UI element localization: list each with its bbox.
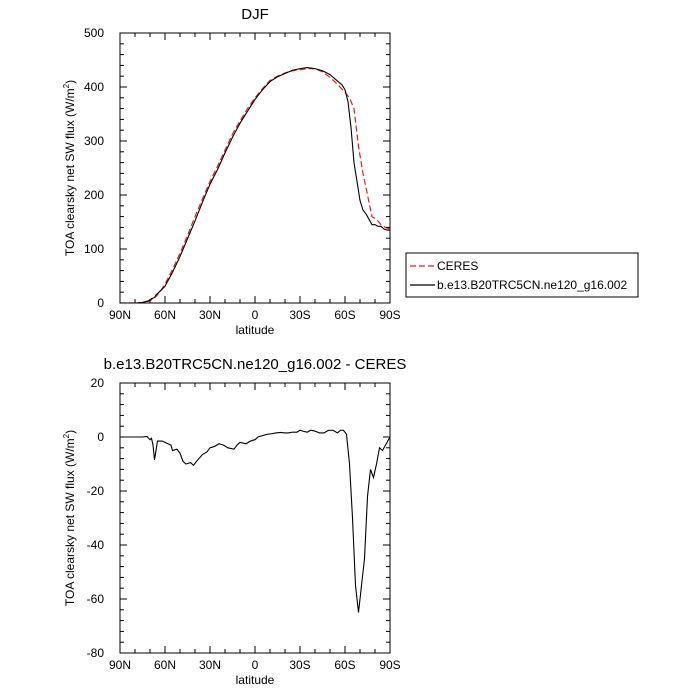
y-axis-label: TOA clearsky net SW flux (W/m2) <box>62 80 77 256</box>
x-tick-label: 90N <box>109 308 131 322</box>
panel-2: 90N 60N 30N 0 30S 60S 90S -80 -60 -40 -20 0 20 b.e13.… <box>62 356 406 687</box>
legend-box <box>405 252 639 298</box>
chart-title: b.e13.B20TRC5CN.ne120_g16.002 - CERES <box>104 356 407 373</box>
x-tick-label: 0 <box>252 308 259 322</box>
x-tick-label: 30N <box>199 658 221 672</box>
x-tick-label: 90S <box>379 308 400 322</box>
y-tick-label: 300 <box>84 134 104 148</box>
x-tick-label: 60S <box>334 308 355 322</box>
series-line-b-e13-b20trc5cn-ne120-g16-002 <box>120 67 390 303</box>
y-tick-label: 200 <box>84 188 104 202</box>
y-tick-label: 400 <box>84 80 104 94</box>
legend: CERES b.e13.B20TRC5CN.ne120_g16.002 <box>405 252 639 298</box>
y-tick-label: 500 <box>84 26 104 40</box>
x-tick-label: 0 <box>252 658 259 672</box>
x-tick-label: 90S <box>379 658 400 672</box>
x-tick-label: 30S <box>289 658 310 672</box>
y-axis-label: TOA clearsky net SW flux (W/m2) <box>62 430 77 606</box>
x-tick-label: 60N <box>154 308 176 322</box>
legend-entry: CERES <box>437 259 478 273</box>
y-tick-label: 20 <box>91 376 105 390</box>
legend-entry: b.e13.B20TRC5CN.ne120_g16.002 <box>437 278 627 292</box>
y-tick-label: 100 <box>84 242 104 256</box>
x-tick-label: 30N <box>199 308 221 322</box>
y-tick-label: 0 <box>97 430 104 444</box>
y-tick-label: -80 <box>87 646 105 660</box>
plot-frame <box>119 382 391 654</box>
x-axis-label: latitude <box>236 323 275 337</box>
x-tick-label: 60N <box>154 658 176 672</box>
y-tick-label: 0 <box>97 296 104 310</box>
y-tick-label: -60 <box>87 592 105 606</box>
plot-frame <box>119 32 391 304</box>
x-tick-label: 60S <box>334 658 355 672</box>
chart-title: DJF <box>241 6 269 23</box>
panel-1: 90N 60N 30N 0 30S 60S 90S 0 100 200 300 400 500 DJF la… <box>62 6 639 337</box>
series-line-ceres <box>120 68 390 303</box>
series-line-difference-1 <box>120 429 390 613</box>
x-tick-label: 30S <box>289 308 310 322</box>
y-tick-label: -20 <box>87 484 105 498</box>
x-axis-label: latitude <box>236 673 275 687</box>
y-tick-label: -40 <box>87 538 105 552</box>
x-tick-label: 90N <box>109 658 131 672</box>
